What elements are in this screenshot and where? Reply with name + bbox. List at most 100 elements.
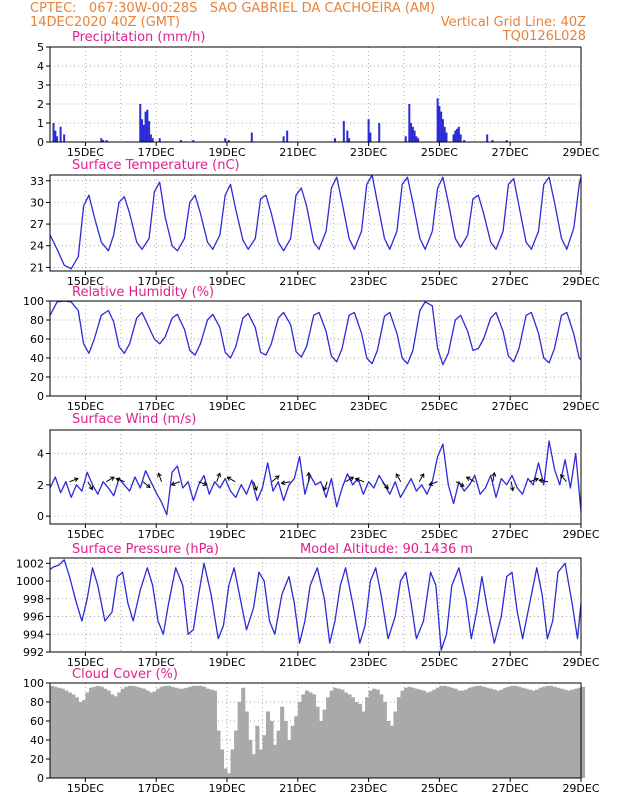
precip-bar xyxy=(192,140,195,142)
precip-bar xyxy=(445,132,448,142)
x-tick-label: 21DEC xyxy=(279,782,316,795)
precip-bar xyxy=(443,126,446,142)
cloud-bar xyxy=(273,744,278,778)
cloud-bar xyxy=(191,685,196,778)
precip-bar xyxy=(348,138,351,142)
wind-arrow xyxy=(492,472,495,482)
precip-bar xyxy=(151,138,154,142)
precip-bar xyxy=(369,132,372,142)
wind-arrow xyxy=(355,478,365,483)
cloud-bar xyxy=(106,690,111,778)
x-tick-label: 29DEC xyxy=(562,400,599,413)
x-tick-label: 27DEC xyxy=(492,146,529,159)
precip-bar xyxy=(250,132,253,142)
x-tick-label: 19DEC xyxy=(208,528,245,541)
cloud-bar xyxy=(269,721,274,778)
x-tick-label: 15DEC xyxy=(67,275,104,288)
cloud-bar xyxy=(283,721,288,778)
cloud-bar xyxy=(552,686,557,778)
cloud-bar xyxy=(227,773,232,778)
wind-arrow-head xyxy=(226,476,232,481)
panel-frame xyxy=(49,429,582,525)
precip-bar xyxy=(56,136,59,142)
cloud-bar xyxy=(460,690,465,778)
cloud-bar xyxy=(60,688,65,778)
panel-frame xyxy=(49,300,582,397)
cloud-bar xyxy=(248,740,253,778)
header-station: CPTEC: 067:30W-00:28S SAO GABRIEL DA CAC… xyxy=(30,1,436,16)
wind-arrow-head xyxy=(88,485,93,491)
y-tick-label: 20 xyxy=(30,753,44,766)
cloud-bar xyxy=(563,689,568,778)
cloud-bar xyxy=(265,711,271,778)
y-tick-label: 996 xyxy=(23,611,44,624)
cloud-bar xyxy=(361,711,366,778)
cloud-bar xyxy=(439,685,444,778)
cloud-bar xyxy=(134,686,140,778)
precip-bar xyxy=(378,123,381,142)
cloud-bar xyxy=(329,690,334,778)
precip-bar xyxy=(491,140,494,142)
y-tick-label: 4 xyxy=(37,60,44,73)
header-grid-line: Vertical Grid Line: 40Z xyxy=(440,15,586,30)
cloud-bar xyxy=(294,716,299,778)
cloud-bar xyxy=(131,685,136,778)
cloud-bar xyxy=(166,685,171,778)
cloud-bar xyxy=(198,685,203,778)
cloud-bar xyxy=(81,700,86,778)
panel-frame xyxy=(49,682,582,779)
cloud-bar xyxy=(524,688,529,778)
x-tick-label: 19DEC xyxy=(208,400,245,413)
cloud-bar xyxy=(195,685,200,778)
panel-4: 992 994 996 998 1000 1002 15DEC 17DEC 19DEC 21DEC… xyxy=(16,542,600,669)
cloud-bar xyxy=(453,688,458,778)
x-tick-label: 27DEC xyxy=(492,528,529,541)
series-line xyxy=(49,300,582,366)
header-model-id: TQ0126L028 xyxy=(502,29,586,44)
precip-bar xyxy=(452,134,455,142)
y-tick-label: 27 xyxy=(30,218,44,231)
precip-bar xyxy=(282,136,285,142)
cloud-bar xyxy=(471,686,476,778)
precip-bar xyxy=(139,104,142,142)
precip-bar xyxy=(408,104,411,142)
precip-bar xyxy=(367,119,370,142)
cloud-bar xyxy=(234,730,239,778)
precip-bar xyxy=(436,98,439,142)
cloud-bar xyxy=(446,686,451,778)
precip-bar xyxy=(463,140,466,142)
precip-bar xyxy=(105,140,108,142)
precip-bar xyxy=(52,123,55,142)
cloud-bar xyxy=(202,686,207,778)
cloud-bar xyxy=(577,687,582,778)
x-tick-label: 23DEC xyxy=(350,146,387,159)
wind-arrow xyxy=(281,481,291,484)
cloud-bar xyxy=(99,686,104,778)
wind-arrow-head xyxy=(395,473,401,478)
precip-bar xyxy=(342,121,345,142)
cloud-bar xyxy=(411,687,416,778)
cloud-bar xyxy=(506,686,511,778)
x-tick-label: 29DEC xyxy=(562,275,599,288)
wind-arrow-head xyxy=(202,481,208,487)
cloud-bar xyxy=(159,686,164,778)
cloud-bar xyxy=(78,702,83,778)
cloud-bar xyxy=(386,721,391,778)
cloud-bar xyxy=(549,685,554,778)
cloud-bar xyxy=(425,692,430,778)
cloud-bar xyxy=(57,687,62,778)
wind-arrow-head xyxy=(73,477,79,483)
panel-title: Surface Temperature (nC) xyxy=(72,158,240,173)
wind-arrow xyxy=(529,478,539,483)
cloud-bar xyxy=(319,721,324,778)
cloud-bar xyxy=(276,730,281,778)
wind-arrow-head xyxy=(274,475,280,480)
cloud-bar xyxy=(382,702,387,778)
cloud-bar xyxy=(120,688,125,778)
precip-bar xyxy=(457,126,460,142)
cloud-bar xyxy=(223,768,228,778)
cloud-bar xyxy=(308,692,313,778)
wind-arrow-head xyxy=(322,486,328,492)
precip-bar xyxy=(102,140,105,142)
cloud-bar xyxy=(142,688,147,778)
